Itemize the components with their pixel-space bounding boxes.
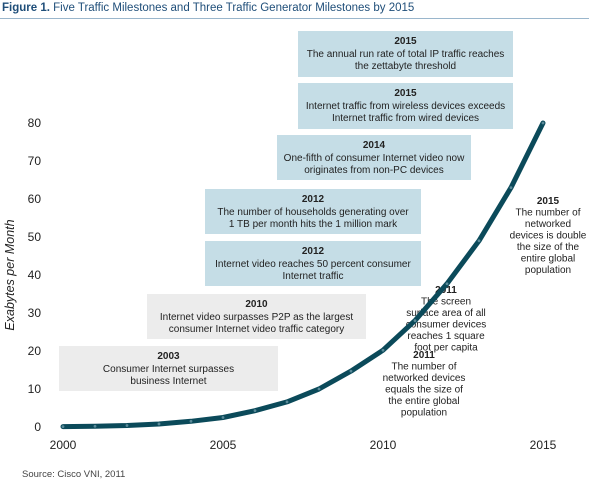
annotation-text: The annual run rate of total IP traffic …	[307, 49, 505, 60]
figure-label: Figure 1.	[2, 2, 50, 14]
annotation-box	[205, 241, 421, 286]
y-axis-label: Exabytes per Month	[3, 219, 17, 330]
y-tick-label: 80	[28, 116, 42, 130]
annotation: 2003 Consumer Internet surpassesbusiness …	[59, 346, 278, 391]
annotation-year: 2015	[394, 88, 417, 99]
y-tick-label: 10	[28, 382, 42, 396]
annotation-text: the size of the	[517, 242, 580, 253]
annotation: 2012 Internet video reaches 50 percent co…	[205, 241, 421, 286]
series-point	[509, 186, 513, 190]
series-point	[381, 348, 385, 352]
annotation-text: the zettabyte threshold	[355, 61, 456, 72]
x-tick-label: 2005	[210, 438, 237, 452]
axes-layer: 0 10 20 30 40 50 60 70 80 2000 2005 2010 2015 Exabyte…	[3, 116, 557, 452]
annotation-text: The number of households generating over	[217, 207, 409, 218]
annotation-year: 2012	[302, 246, 325, 257]
series-point	[349, 369, 353, 373]
annotation-year: 2014	[363, 140, 386, 151]
annotation: 2014 One-fifth of consumer Internet video…	[277, 135, 471, 180]
annotation: 2012 The number of households generating …	[205, 189, 421, 234]
series-point	[61, 425, 65, 429]
annotation-box	[277, 135, 471, 180]
x-tick-label: 2000	[50, 438, 77, 452]
annotation-text: Internet traffic from wired devices	[332, 113, 479, 124]
annotation-text: Internet video surpasses P2P as the larg…	[160, 312, 353, 323]
figure-title-text: Five Traffic Milestones and Three Traffi…	[53, 2, 415, 14]
series-line	[60, 120, 546, 430]
y-tick-label: 20	[28, 344, 42, 358]
series-point	[445, 282, 449, 286]
annotation-text: The number of	[391, 362, 456, 373]
annotation-year: 2003	[157, 351, 180, 362]
annotation-text: foot per capita	[414, 343, 478, 354]
series-layer	[60, 120, 546, 430]
annotation-year: 2010	[245, 299, 268, 310]
y-tick-label: 30	[28, 306, 42, 320]
y-tick-label: 0	[34, 420, 41, 434]
annotation-text: surface area of all	[406, 308, 486, 319]
series-point	[477, 239, 481, 243]
annotation-year: 2015	[537, 196, 560, 207]
annotation-year: 2011	[413, 350, 435, 361]
y-tick-label: 40	[28, 268, 42, 282]
figure-title: Figure 1. Five Traffic Milestones and Th…	[2, 2, 414, 14]
annotation-box	[205, 189, 421, 234]
annotation-box	[298, 83, 513, 129]
y-tick-label: 70	[28, 154, 42, 168]
annotation: 2015 The annual run rate of total IP traf…	[298, 31, 513, 77]
series-point	[317, 387, 321, 391]
series-point	[157, 422, 161, 426]
annotation-text: Internet video reaches 50 percent consum…	[215, 259, 411, 270]
annotation-text: business Internet	[130, 376, 206, 387]
annotation-text: networked	[525, 219, 571, 230]
annotation-text: entire global	[521, 254, 575, 265]
annotation-box	[298, 31, 513, 77]
x-tick-label: 2010	[370, 438, 397, 452]
annotation-text: Internet traffic	[283, 271, 344, 282]
title-rule	[0, 18, 589, 19]
annotation: 2015 Internet traffic from wireless devic…	[298, 83, 513, 129]
annotation-text: devices is double	[510, 231, 587, 242]
series-point	[413, 319, 417, 322]
annotation-text: consumer Internet video traffic category	[169, 324, 344, 335]
y-tick-label: 50	[28, 230, 42, 244]
annotation-year: 2012	[302, 194, 325, 205]
series-point	[285, 400, 289, 404]
annotation-text: the entire global	[388, 396, 459, 407]
series-point	[125, 424, 129, 427]
annotation-text: originates from non-PC devices	[304, 165, 444, 176]
annotation-year: 2011	[435, 285, 457, 296]
annotation-text: 1 TB per month hits the 1 million mark	[229, 219, 398, 230]
x-tick-label: 2015	[530, 438, 557, 452]
annotation-text: The number of	[515, 208, 580, 219]
y-tick-label: 60	[28, 192, 42, 206]
annotation-text: Internet traffic from wireless devices e…	[306, 101, 505, 112]
series-point	[93, 424, 97, 428]
annotation: 2010 Internet video surpasses P2P as the …	[147, 294, 366, 339]
annotation-box	[59, 346, 278, 391]
annotations-layer: 2015 The annual run rate of total IP traf…	[59, 31, 587, 419]
annotation-text: reaches 1 square	[407, 331, 485, 342]
series-point	[221, 416, 225, 419]
series-point	[189, 419, 193, 423]
annotation-year: 2015	[394, 36, 417, 47]
annotation-text: networked devices	[383, 373, 466, 384]
annotation-box	[147, 294, 366, 339]
series-point	[253, 409, 257, 413]
annotation-text: The screen	[421, 297, 471, 308]
series-point	[541, 121, 545, 125]
source-note: Source: Cisco VNI, 2011	[22, 469, 126, 480]
annotation-text: equals the size of	[385, 385, 463, 396]
annotation-text: consumer devices	[406, 320, 487, 331]
annotation-text: population	[401, 408, 447, 419]
annotation-text: One-fifth of consumer Internet video now	[284, 153, 465, 164]
annotation-text: Consumer Internet surpasses	[103, 364, 234, 375]
annotation-text: population	[525, 265, 571, 276]
